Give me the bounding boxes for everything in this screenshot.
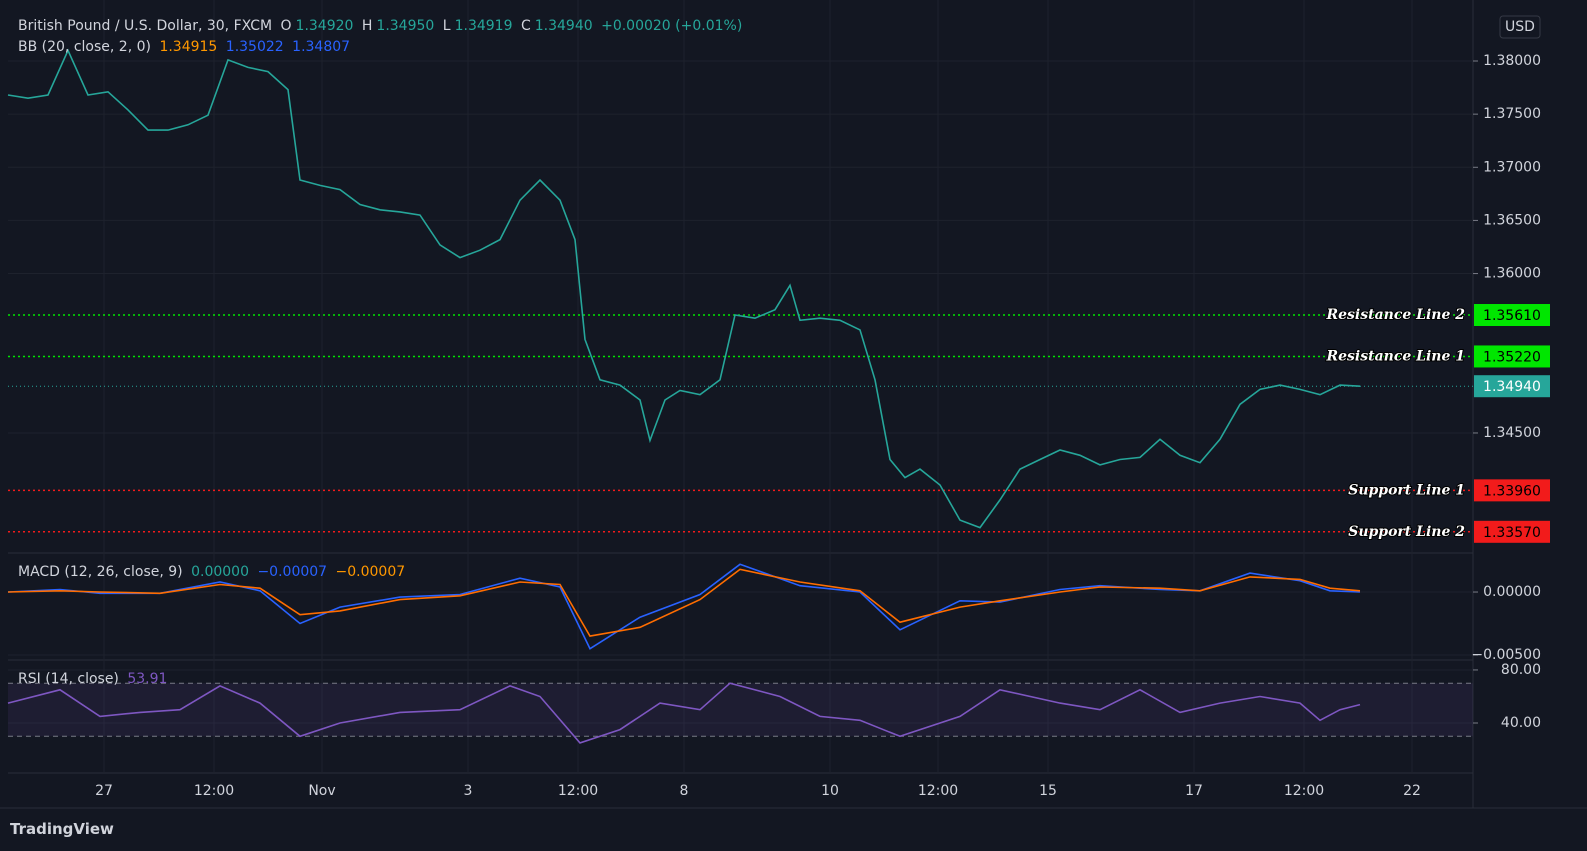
level-box [1474, 304, 1550, 327]
x-tick-label: 12:00 [558, 783, 598, 799]
x-tick-label: 15 [1039, 783, 1057, 799]
indicator-value: −0.00007 [335, 564, 406, 580]
x-tick-label: 10 [821, 783, 839, 799]
y-tick-label: 40.00 [1501, 715, 1541, 731]
indicator-value: 1.34807 [292, 39, 351, 55]
ohlc-key: O [280, 18, 292, 34]
level-label: 1.33570 [1483, 525, 1541, 541]
x-tick-label: 22 [1403, 783, 1421, 799]
level-label: 1.35610 [1483, 308, 1541, 324]
level-label: 1.33960 [1483, 483, 1541, 499]
ohlc-key: H [361, 18, 373, 34]
bb-legend: BB (20, close, 2, 0) 1.34915 1.35022 1.3… [18, 39, 354, 55]
data-line [7, 563, 1361, 650]
change: +0.00020 (+0.01%) [601, 18, 743, 34]
indicator-title: BB (20, close, 2, 0) [18, 39, 151, 55]
ohlc-value: 1.34919 [454, 18, 513, 34]
y-tick-label: 1.34500 [1483, 425, 1541, 441]
x-tick-label: 27 [95, 783, 113, 799]
ohlc-value: 1.34920 [295, 18, 354, 34]
data-line [7, 48, 1361, 529]
macd-legend: MACD (12, 26, close, 9) 0.00000 −0.00007… [18, 564, 409, 580]
level-label: 1.35220 [1483, 349, 1541, 365]
last-price-label: 1.34940 [1483, 379, 1541, 395]
y-tick-label: 1.36000 [1483, 266, 1541, 282]
ohlc-key: L [442, 18, 451, 34]
y-tick-label: −0.00500 [1471, 647, 1541, 663]
level-name: Support Line 1 [1348, 482, 1465, 498]
y-tick-label: 1.37000 [1483, 159, 1541, 175]
level-name: Resistance Line 1 [1325, 348, 1465, 364]
level-box [1474, 345, 1550, 368]
x-tick-label: 8 [680, 783, 689, 799]
data-line [7, 682, 1361, 744]
x-tick-label: Nov [308, 783, 335, 799]
level-name: Resistance Line 2 [1325, 307, 1465, 323]
level-box [1474, 479, 1550, 502]
indicator-title: MACD (12, 26, close, 9) [18, 564, 183, 580]
y-tick-label: 80.00 [1501, 662, 1541, 678]
data-line [7, 568, 1361, 637]
rsi-band [8, 683, 1473, 737]
ohlc-value: 1.34940 [534, 18, 593, 34]
level-box [1474, 520, 1550, 543]
x-tick-label: 3 [464, 783, 473, 799]
last-price-box [1474, 375, 1550, 398]
indicator-value: 1.35022 [225, 39, 284, 55]
indicator-value: −0.00007 [257, 564, 328, 580]
y-tick-label: 0.00000 [1483, 584, 1541, 600]
level-name: Support Line 2 [1348, 524, 1465, 540]
currency-box [1499, 15, 1541, 39]
x-tick-label: 12:00 [918, 783, 958, 799]
rsi-legend: RSI (14, close) 53.91 [18, 671, 171, 687]
brand: TradingView [10, 820, 114, 838]
indicator-title: RSI (14, close) [18, 671, 119, 687]
indicator-value: 53.91 [127, 671, 168, 687]
currency: USD [1505, 19, 1535, 35]
y-tick-label: 1.37500 [1483, 106, 1541, 122]
indicator-value: 1.34915 [159, 39, 218, 55]
symbol-title: British Pound / U.S. Dollar, 30, FXCM [18, 18, 273, 34]
indicator-value: 0.00000 [191, 564, 249, 580]
x-tick-label: 17 [1185, 783, 1203, 799]
y-tick-label: 1.38000 [1483, 53, 1541, 69]
ohlc-value: 1.34950 [376, 18, 435, 34]
x-tick-label: 12:00 [1284, 783, 1324, 799]
x-tick-label: 12:00 [194, 783, 234, 799]
y-tick-label: 1.36500 [1483, 212, 1541, 228]
ohlc-key: C [520, 18, 531, 34]
